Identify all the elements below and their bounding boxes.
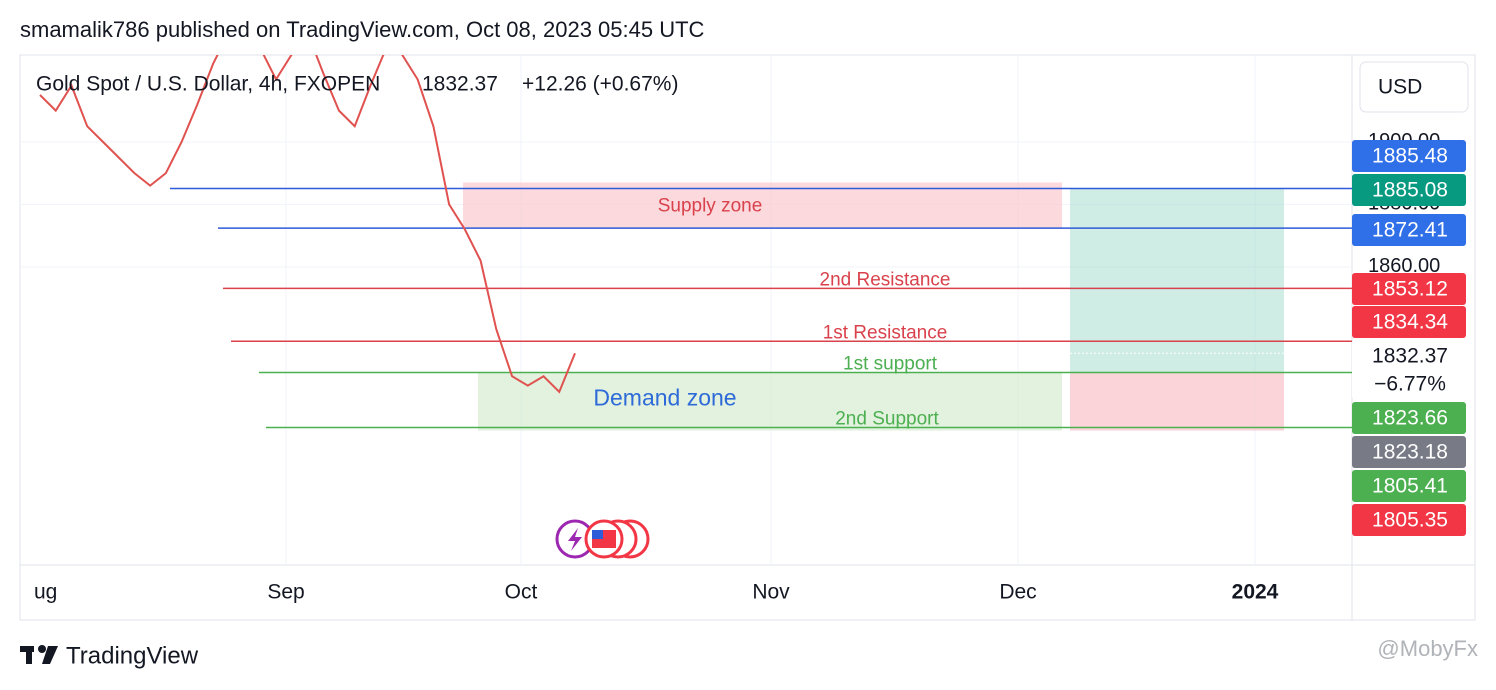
last-price: 1832.37 [422, 73, 498, 96]
y-tick-label: 1860.00 [1368, 255, 1440, 277]
zone-label: Supply zone [658, 196, 763, 217]
change: +12.26 (+0.67%) [522, 73, 678, 96]
x-tick-label: ug [34, 581, 57, 604]
price-badge-label: 1805.41 [1372, 475, 1448, 498]
x-tick-label: Oct [505, 581, 538, 604]
watermark: @MobyFx [1377, 636, 1478, 661]
brand: TradingView [66, 642, 199, 669]
price-badge-label: 1805.35 [1372, 509, 1448, 532]
price-badge-label: 1885.08 [1372, 179, 1448, 202]
price-line [39, 55, 576, 394]
currency-button[interactable] [1359, 61, 1469, 113]
x-tick-label: Dec [999, 581, 1036, 604]
price-badge-label: 1885.48 [1372, 145, 1448, 168]
level-label: 2nd Resistance [820, 269, 951, 290]
position-stop [1070, 372, 1284, 431]
zone [478, 372, 1062, 431]
price-badge [1352, 140, 1466, 172]
x-tick-label: 2024 [1232, 581, 1279, 604]
currency[interactable]: USD [1378, 76, 1422, 99]
price-badge [1352, 436, 1466, 468]
event-icons [555, 519, 650, 559]
price-badge [1352, 214, 1466, 246]
price-badge-label: 1823.66 [1372, 407, 1448, 430]
position-target [1070, 188, 1284, 373]
price-badge-label: 1823.18 [1372, 441, 1448, 464]
price-badge [1352, 340, 1466, 372]
price-badge [1352, 306, 1466, 338]
price-badge [1352, 273, 1466, 305]
chart-title: Gold Spot / U.S. Dollar, 4h, FXOPEN [36, 73, 380, 96]
price-badge [1352, 402, 1466, 434]
price-badge-label: −6.77% [1374, 373, 1446, 396]
price-badge-label: 1834.34 [1372, 311, 1448, 334]
level-label: 1st Resistance [823, 322, 948, 343]
publisher: smamalik786 published on TradingView.com… [20, 17, 705, 42]
logo [20, 645, 58, 664]
zone-label: Demand zone [593, 385, 736, 411]
price-badge [1352, 504, 1466, 536]
price-badge [1352, 174, 1466, 206]
price-badge-label: 1853.12 [1372, 278, 1448, 301]
zone [463, 182, 1062, 229]
price-badge [1352, 368, 1466, 400]
level-label: 1st support [843, 354, 938, 375]
x-tick-label: Sep [267, 581, 304, 604]
level-label: 2nd Support [835, 409, 939, 430]
price-badge-label: 1832.37 [1372, 345, 1448, 368]
x-tick-label: Nov [752, 581, 790, 604]
price-badge [1352, 470, 1466, 502]
price-badge-label: 1872.41 [1372, 219, 1448, 242]
